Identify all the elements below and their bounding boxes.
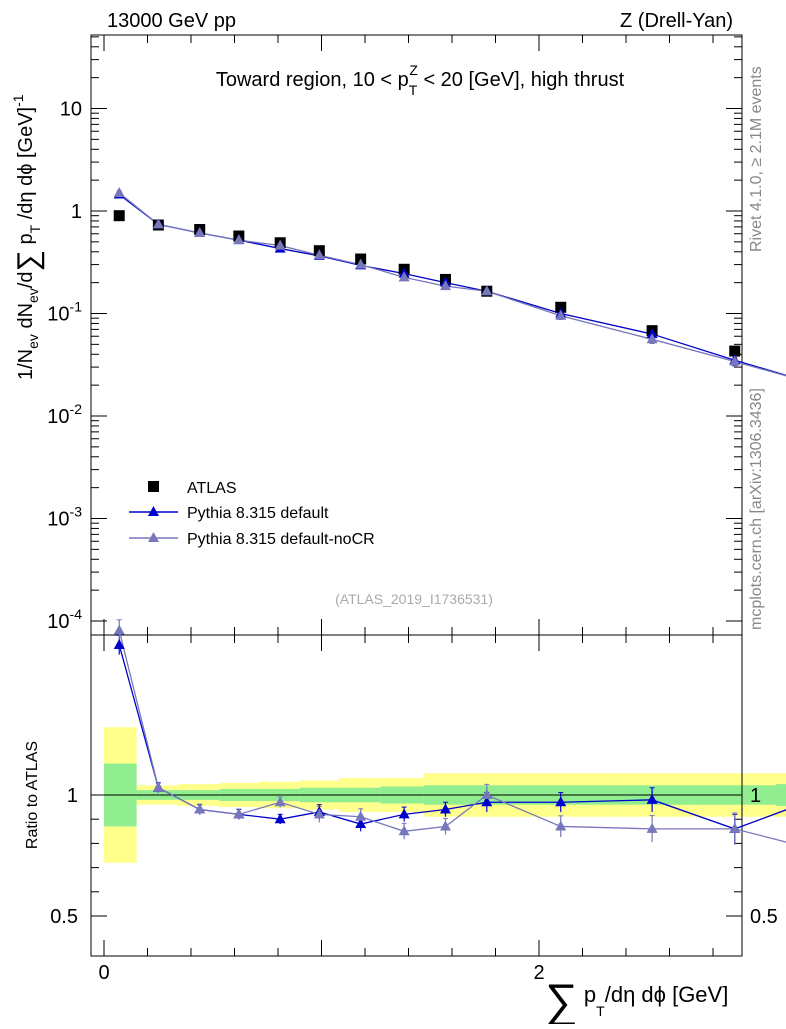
- watermark: (ATLAS_2019_I1736531): [335, 591, 493, 607]
- ratio-markers: [113, 624, 741, 836]
- ratio-point-1: [646, 822, 658, 833]
- legend: ATLAS Pythia 8.315 default Pythia 8.315 …: [129, 480, 375, 548]
- ratio-point-1: [355, 810, 367, 821]
- ratio-point-1: [152, 781, 164, 792]
- mc-point-2: [439, 280, 451, 291]
- ratio-point-0: [439, 803, 451, 814]
- ratio-point-1: [398, 825, 410, 836]
- main-panel: 10-4 10-3 10-2 10-1 1 10 Toward region, 10 < …: [47, 34, 786, 636]
- ratio-ytick-label: 0.5: [50, 906, 78, 928]
- ratio-point-0: [481, 796, 493, 807]
- legend-default-marker: [148, 506, 159, 516]
- rivet-label: Rivet 4.1.0, ≥ 2.1M events: [748, 66, 765, 252]
- ratio-point-0: [113, 638, 125, 649]
- main-ytick-label: 10-4: [47, 606, 82, 633]
- mcplots-label: mcplots.cern.ch [arXiv:1306.3436]: [748, 388, 765, 630]
- main-ytick-label: 10-1: [47, 299, 82, 326]
- mc-point-2: [555, 309, 567, 320]
- mc-point-2: [152, 218, 164, 229]
- mc-point-2: [481, 285, 493, 296]
- svg-text:∑ pT/dη dϕ [GeV]: ∑ pT/dη dϕ [GeV]: [545, 974, 728, 1024]
- main-markers: [113, 186, 741, 366]
- main-ytick-label: 10: [60, 99, 82, 121]
- ratio-point-1: [555, 820, 567, 831]
- ratio-ticks: 0.50.511024: [50, 635, 778, 984]
- ratio-point-1: [274, 796, 286, 807]
- mc-point-2: [113, 186, 125, 197]
- main-ytick-label: 1: [71, 201, 82, 223]
- atlas-point: [113, 210, 125, 222]
- main-ytick-label: 10-3: [47, 504, 82, 531]
- main-ylabel: 1/Nev dNev/d∑ pT /dη dϕ [GeV]-1: [10, 94, 45, 380]
- beam-label: 13000 GeV pp: [107, 10, 236, 32]
- ylabel-1-n: 1/N: [15, 349, 37, 380]
- process-label: Z (Drell-Yan): [620, 10, 733, 32]
- ratio-panel: 0.50.511024: [50, 619, 786, 984]
- ratio-ylabel: Ratio to ATLAS: [24, 741, 41, 849]
- ratio-point-1: [313, 808, 325, 819]
- mc-point-2: [398, 271, 410, 282]
- ratio-point-0: [355, 818, 367, 829]
- mc-point-2: [313, 249, 325, 260]
- mc-point-2: [274, 239, 286, 250]
- legend-nocr-label: Pythia 8.315 default-noCR: [187, 531, 375, 548]
- atlas-point: [729, 345, 741, 357]
- ratio-point-1: [729, 822, 741, 833]
- mc-point-2: [194, 227, 206, 238]
- ratio-point-0: [274, 813, 286, 824]
- xtick-label: 2: [533, 962, 544, 984]
- main-title-post: < 20 [GeV], high thrust: [418, 69, 625, 91]
- ratio-point-0: [646, 793, 658, 804]
- ratio-ytick-label-right: 1: [750, 785, 761, 807]
- series-line-2: [118, 192, 786, 377]
- mc-point-2: [355, 258, 367, 269]
- main-title-sub: T: [409, 82, 418, 98]
- atlas-point: [555, 301, 567, 313]
- main-title: Toward region, 10 < pTZ < 20 [GeV], high…: [216, 62, 625, 98]
- ratio-point-0: [555, 796, 567, 807]
- ratio-point-1: [194, 803, 206, 814]
- legend-nocr-marker: [148, 532, 159, 542]
- main-title-pre: Toward region, 10 < p: [216, 69, 409, 91]
- svg-text:1/Nev dNev/d∑ pT /dη dϕ [GeV]: 1/Nev dNev/d∑ pT /dη dϕ [GeV]-1: [10, 94, 45, 380]
- main-title-sup: Z: [409, 62, 418, 78]
- main-ticks: 10-4 10-3 10-2 10-1 1 10: [47, 35, 742, 635]
- ratio-point-1: [233, 808, 245, 819]
- mc-point-2: [646, 333, 658, 344]
- ratio-point-1: [481, 789, 493, 799]
- mc-point-2: [233, 234, 245, 245]
- ratio-ytick-label: 1: [67, 785, 78, 807]
- ratio-point-0: [398, 808, 410, 819]
- ratio-point-1: [113, 624, 125, 635]
- ratio-band-stat: [776, 784, 786, 806]
- xlabel: ∑ pT/dη dϕ [GeV]: [545, 974, 728, 1026]
- mc-point-2: [729, 355, 741, 366]
- xtick-label: 0: [98, 962, 109, 984]
- ratio-point-1: [439, 820, 451, 831]
- legend-atlas-label: ATLAS: [187, 480, 237, 497]
- ratio-ytick-label-right: 0.5: [750, 906, 778, 928]
- legend-default-label: Pythia 8.315 default: [187, 505, 329, 522]
- legend-atlas-marker: [148, 481, 159, 492]
- mc-point-1: [646, 328, 658, 339]
- main-ytick-label: 10-2: [47, 401, 82, 428]
